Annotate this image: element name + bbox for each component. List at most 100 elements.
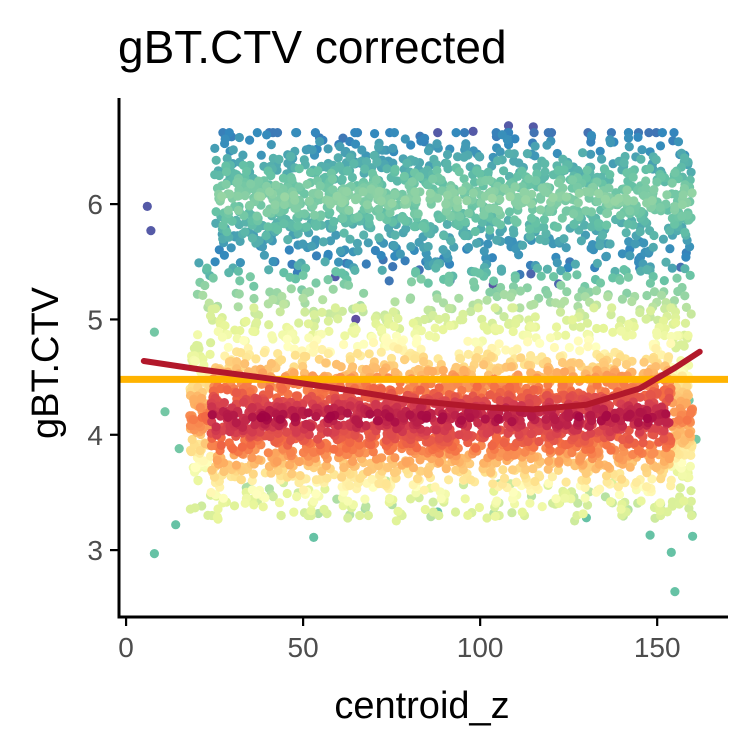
data-point (343, 496, 353, 506)
data-point (290, 350, 300, 360)
data-point (443, 421, 453, 431)
data-point (312, 220, 322, 230)
data-point (647, 196, 657, 206)
data-point (191, 462, 201, 472)
data-point (385, 493, 395, 504)
data-point (573, 198, 583, 208)
data-point (623, 133, 634, 143)
data-point (277, 291, 287, 302)
data-point (190, 356, 200, 366)
data-point (345, 234, 355, 244)
data-point (623, 272, 634, 282)
data-point (328, 284, 338, 294)
data-point (600, 194, 611, 204)
data-point (619, 265, 629, 275)
data-point (649, 230, 659, 241)
data-point (305, 167, 316, 177)
data-point (453, 202, 463, 212)
data-point (397, 213, 407, 223)
data-point (444, 475, 454, 485)
data-point (679, 341, 689, 351)
data-point (191, 340, 202, 351)
data-point (337, 198, 347, 208)
data-point (207, 402, 217, 412)
data-point (454, 167, 464, 177)
data-point (247, 403, 257, 413)
data-point (381, 479, 391, 489)
data-point (554, 456, 564, 466)
data-point (301, 263, 311, 273)
data-point (351, 325, 361, 335)
data-point (270, 200, 280, 210)
y-tick-label: 6 (87, 189, 103, 220)
data-point (247, 453, 257, 463)
data-point (488, 479, 498, 489)
data-point (246, 179, 256, 189)
data-point (373, 416, 384, 426)
data-point (459, 174, 469, 184)
data-point (498, 465, 508, 475)
data-point (539, 222, 549, 232)
data-point (428, 174, 438, 184)
data-point (410, 354, 420, 364)
data-point (677, 200, 688, 210)
data-point (470, 337, 480, 347)
data-point (348, 456, 358, 466)
data-point (274, 498, 285, 508)
data-point (536, 271, 546, 281)
data-point (268, 294, 278, 305)
data-point (374, 204, 384, 214)
data-point (275, 414, 285, 424)
data-point (273, 225, 283, 235)
data-point (331, 267, 341, 277)
data-point (547, 472, 558, 482)
data-point (530, 141, 540, 151)
data-point (463, 349, 473, 359)
data-point (463, 510, 473, 520)
data-point (423, 278, 433, 288)
data-point (465, 413, 475, 423)
data-point (460, 142, 471, 152)
data-point (210, 143, 220, 153)
data-point (345, 401, 355, 411)
data-point (292, 492, 302, 502)
data-point (220, 321, 230, 331)
data-point (343, 280, 354, 290)
data-point (562, 271, 572, 281)
data-point (415, 385, 425, 395)
data-point (282, 334, 292, 344)
data-point (479, 360, 489, 370)
data-point (149, 327, 159, 337)
data-point (223, 205, 233, 215)
data-point (224, 268, 234, 278)
data-point (339, 462, 349, 473)
data-point (265, 287, 275, 297)
data-point (552, 148, 562, 159)
data-point (302, 179, 312, 189)
data-point (301, 351, 311, 362)
data-point (548, 192, 558, 203)
data-point (246, 440, 256, 450)
data-point (287, 469, 297, 479)
data-point (661, 417, 671, 427)
data-point (510, 134, 520, 144)
data-point (194, 258, 204, 268)
data-point (462, 196, 472, 206)
data-point (308, 347, 318, 357)
data-point (635, 227, 645, 237)
data-point (518, 240, 528, 250)
data-point (267, 331, 277, 341)
data-point (420, 133, 430, 143)
data-point (508, 303, 518, 313)
data-point (680, 318, 691, 328)
data-point (509, 215, 520, 225)
data-point (376, 384, 386, 394)
data-point (586, 385, 596, 395)
data-point (492, 291, 502, 302)
axes-layer: 3 4 5 6 0 50 100 150 (87, 98, 728, 663)
data-point (463, 336, 473, 346)
data-point (480, 414, 490, 424)
data-point (635, 307, 645, 318)
data-point (651, 343, 661, 354)
data-point (413, 209, 423, 219)
